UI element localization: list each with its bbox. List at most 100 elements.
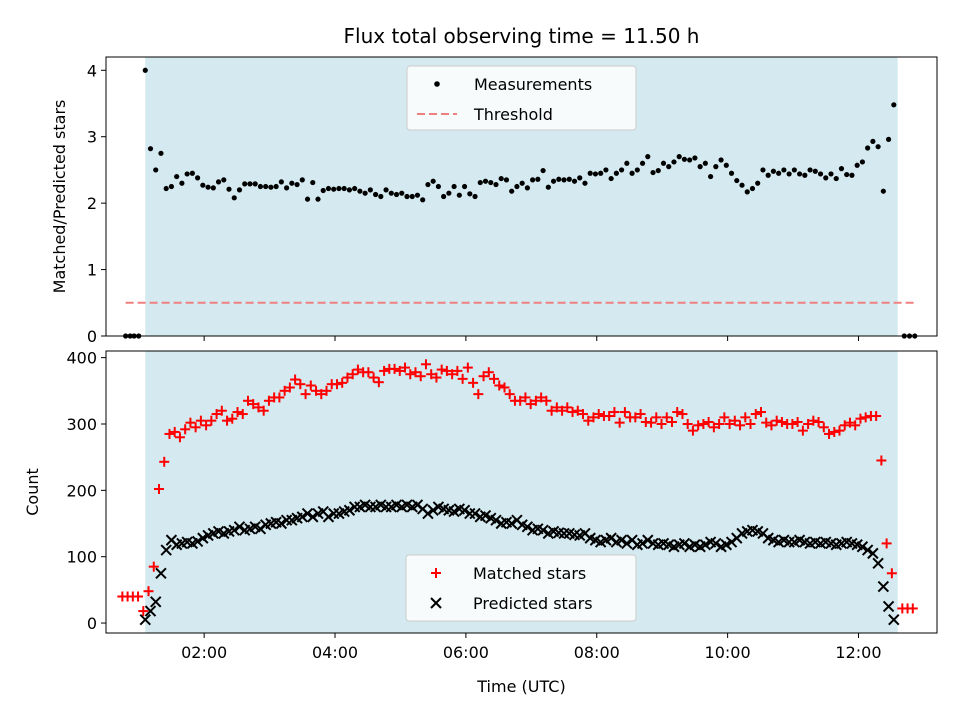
measurement-point [320, 187, 326, 194]
measurement-point [592, 171, 599, 177]
legend-threshold-label: Threshold [473, 105, 553, 124]
bottom-y-tick-label: 0 [87, 614, 97, 633]
predicted-star-point [307, 511, 319, 523]
matched-star-point [431, 372, 442, 383]
measurement-point [796, 171, 803, 177]
measurement-point [456, 192, 462, 198]
measurement-point [535, 176, 541, 182]
measurement-point [231, 195, 237, 201]
matched-star-point [441, 365, 452, 376]
matched-star-point [672, 407, 683, 418]
matched-star-point [342, 372, 353, 383]
matched-star-point [279, 385, 290, 396]
measurement-point [545, 184, 551, 190]
measurement-point [435, 183, 441, 190]
matched-star-point [415, 371, 426, 382]
matched-star-point [290, 374, 301, 385]
measurement-point [357, 188, 363, 194]
predicted-star-point [615, 534, 628, 546]
measurement-point [718, 157, 724, 163]
matched-star-point [347, 369, 358, 380]
matched-star-point [352, 364, 363, 375]
matched-star-point [855, 413, 866, 424]
bottom-legend-box [405, 554, 637, 622]
bottom-legend: Matched stars Predicted stars [405, 554, 637, 622]
measurement-point [859, 159, 866, 165]
matched-star-point [169, 426, 180, 437]
matched-star-point [331, 379, 342, 390]
matched-star-point [871, 411, 882, 422]
measurement-point [179, 180, 185, 186]
matched-star-point [698, 418, 709, 429]
predicted-star-point [280, 514, 293, 526]
matched-star-point [557, 405, 568, 416]
measurement-point [807, 167, 813, 173]
measurement-point [634, 167, 640, 173]
measurement-point [687, 157, 693, 163]
matched-star-point [803, 418, 814, 429]
measurement-point [519, 180, 525, 186]
predicted-star-point [458, 504, 471, 516]
bottom-y-tick-label: 400 [66, 349, 97, 368]
predicted-star-point [872, 557, 884, 570]
matched-star-point [462, 362, 473, 373]
measurement-point [645, 154, 651, 160]
measurement-point [885, 136, 892, 142]
predicted-star-point [275, 517, 288, 530]
top-y-tick-label: 2 [87, 194, 97, 213]
measurement-point [247, 181, 253, 187]
measurement-point [294, 181, 300, 188]
predicted-star-point [469, 507, 481, 520]
measurement-point [404, 193, 410, 200]
measurement-point [681, 156, 688, 162]
matched-star-point [363, 367, 374, 378]
measurement-point [503, 177, 510, 183]
x-tick-label: 12:00 [835, 643, 881, 662]
predicted-star-point [877, 580, 890, 593]
measurement-point [765, 172, 771, 178]
matched-star-point [729, 415, 740, 426]
matched-star-point [242, 395, 253, 406]
matched-star-point [389, 363, 400, 374]
measurement-point [215, 179, 222, 185]
measurement-point [153, 167, 159, 173]
matched-star-point [693, 420, 704, 431]
matched-star-point [567, 407, 578, 418]
matched-star-point [666, 416, 677, 427]
matched-star-point [520, 392, 531, 403]
matched-star-point [468, 377, 479, 388]
predicted-star-point [144, 605, 157, 617]
matched-star-point [755, 407, 766, 418]
measurement-point [865, 145, 871, 151]
matched-star-point [373, 377, 384, 388]
measurement-point [289, 180, 295, 186]
predicted-star-point [636, 537, 649, 550]
matched-star-point [745, 418, 756, 429]
predicted-star-point [710, 537, 722, 550]
predicted-star-point [867, 547, 879, 560]
measurement-point [315, 196, 321, 202]
matched-star-point [295, 379, 306, 390]
legend-measurements-label: Measurements [474, 75, 592, 94]
measurement-point [891, 102, 897, 108]
matched-star-point [609, 407, 620, 418]
predicted-star-point [233, 521, 246, 533]
matched-star-point [886, 568, 897, 579]
matched-star-point [159, 456, 170, 467]
matched-star-point [426, 369, 437, 380]
measurement-point [331, 186, 337, 192]
predicted-star-point [505, 517, 518, 530]
measurement-point [540, 167, 546, 174]
measurement-point [446, 190, 452, 196]
measurement-point [781, 167, 787, 173]
matched-star-point [154, 484, 165, 495]
measurement-point [692, 155, 698, 161]
matched-star-point [227, 413, 238, 424]
measurement-point [393, 191, 400, 198]
measurement-point [603, 167, 609, 173]
matched-star-point [211, 409, 222, 420]
predicted-star-point [301, 507, 314, 520]
measurement-point [362, 190, 368, 196]
measurement-point [352, 185, 358, 192]
